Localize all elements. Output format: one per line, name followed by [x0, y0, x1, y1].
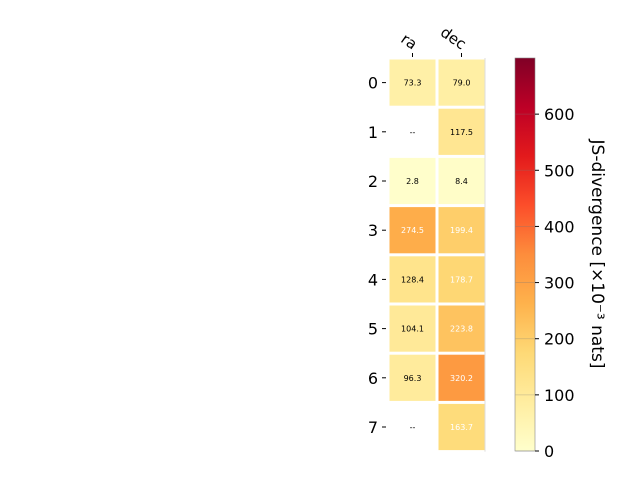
cell-value-labels: 73.3 79.0 -- 117.5 2.8 8.4 274.5 199.4 128.4 178.… [401, 79, 473, 432]
cell-value-label: 163.7 [450, 423, 473, 432]
heatmap-cell [389, 207, 436, 254]
column-label: dec [437, 23, 469, 53]
cell-value-label: 117.5 [450, 128, 473, 137]
heatmap-cell [389, 256, 436, 303]
heatmap-cell [438, 403, 485, 451]
colorbar-tick-label: 100 [544, 386, 575, 405]
row-labels: 0 1 2 3 4 5 6 7 [368, 74, 386, 437]
cell-value-label: -- [410, 423, 416, 432]
heatmap-cell [389, 59, 436, 106]
heatmap-cell [438, 207, 485, 254]
cell-value-label: 178.7 [450, 275, 473, 284]
heatmap-cells [389, 58, 486, 452]
cell-value-label: 73.3 [404, 79, 422, 88]
heatmap-cell [438, 157, 485, 205]
heatmap-cell [438, 305, 485, 352]
column-labels: ra dec [398, 23, 470, 57]
row-label: 4 [368, 270, 378, 289]
heatmap-cell [389, 305, 436, 352]
colorbar-gradient [514, 57, 536, 452]
cell-value-label: 128.4 [401, 275, 424, 284]
row-label: 3 [368, 221, 378, 240]
colorbar-tick-label: 600 [544, 105, 575, 124]
colorbar-tick-label: 500 [544, 161, 575, 180]
cell-value-label: 320.2 [450, 374, 473, 383]
colorbar-label: JS-divergence [×10⁻³ nats] [587, 139, 607, 369]
colorbar-tick-label: 400 [544, 217, 575, 236]
cell-value-label: 104.1 [401, 325, 424, 334]
column-label: ra [398, 30, 421, 54]
cell-value-label: 223.8 [450, 325, 473, 334]
row-label: 1 [368, 123, 378, 142]
row-label: 2 [368, 172, 378, 191]
colorbar-tick-label: 300 [544, 274, 575, 293]
colorbar-tick-label: 200 [544, 330, 575, 349]
colorbar: 0 100 200 300 400 500 600 [514, 57, 575, 461]
cell-value-label: 96.3 [404, 374, 422, 383]
cell-value-label: -- [410, 128, 416, 137]
cell-value-label: 199.4 [450, 226, 473, 235]
cell-value-label: 79.0 [453, 79, 471, 88]
row-label: 7 [368, 418, 378, 437]
heatmap-cell [389, 157, 436, 205]
heatmap-cell [389, 354, 436, 401]
heatmap-cell [438, 256, 485, 303]
heatmap-cell [438, 108, 485, 155]
row-label: 6 [368, 369, 378, 388]
cell-value-label: 8.4 [455, 177, 468, 186]
row-label: 5 [368, 320, 378, 339]
cell-value-label: 274.5 [401, 226, 424, 235]
heatmap-cell [438, 59, 485, 106]
heatmap-cell [438, 354, 485, 401]
colorbar-tick-label: 0 [544, 442, 554, 461]
cell-value-label: 2.8 [406, 177, 419, 186]
row-label: 0 [368, 74, 378, 93]
